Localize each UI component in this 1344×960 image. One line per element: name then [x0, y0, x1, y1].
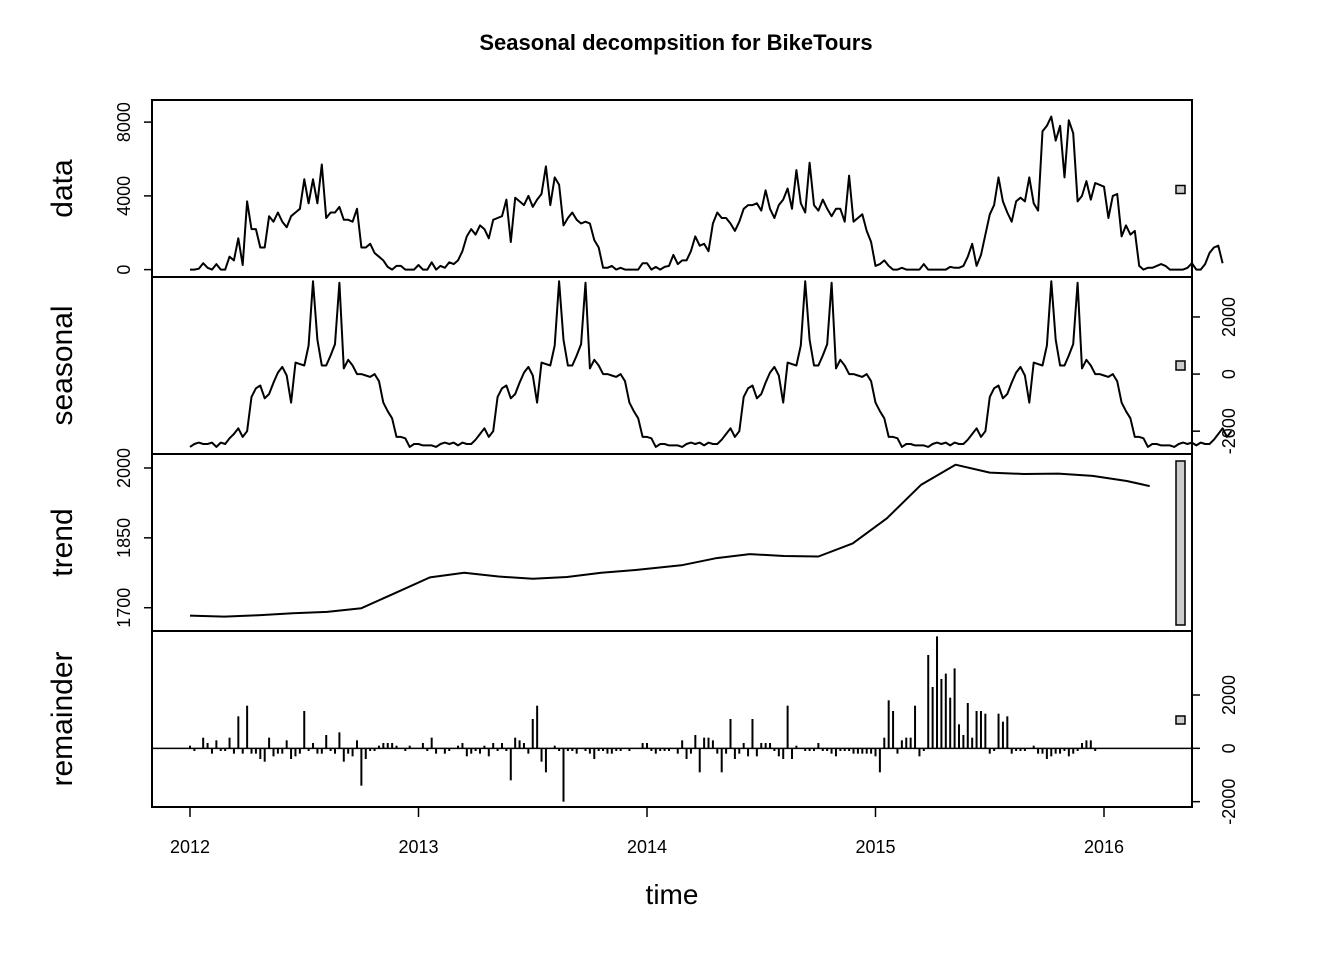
x-axis-label: time — [646, 879, 699, 910]
y-tick-label-data-1: 4000 — [114, 176, 134, 216]
series-line-seasonal — [189, 280, 1233, 448]
x-tick-label-3: 2015 — [855, 837, 895, 857]
y-tick-label-seasonal-0: -2000 — [1219, 408, 1239, 454]
panel-frame-trend — [151, 453, 1193, 632]
chart-title: Seasonal decompsition for BikeTours — [479, 30, 872, 55]
y-tick-label-remainder-2: 2000 — [1219, 675, 1239, 715]
panel-data: data 0 4000 8000 — [46, 99, 1224, 278]
y-tick-label-remainder-1: 0 — [1219, 743, 1239, 753]
panel-frame-seasonal — [151, 276, 1193, 455]
scale-bar-seasonal — [1175, 360, 1186, 371]
panel-label-trend: trend — [46, 508, 79, 576]
y-tick-label-data-2: 8000 — [114, 102, 134, 142]
panel-trend: trend 1700 1850 2000 — [46, 448, 1193, 632]
x-tick-label-2: 2014 — [627, 837, 667, 857]
x-tick-label-1: 2013 — [398, 837, 438, 857]
panel-remainder: remainder -2000 0 2000 — [46, 630, 1239, 825]
x-axis: 2012 2013 2014 2015 2016 — [170, 807, 1124, 857]
scale-bar-remainder — [1175, 715, 1186, 725]
x-tick-label-4: 2016 — [1084, 837, 1124, 857]
panel-frame-data — [151, 99, 1193, 278]
y-tick-label-trend-0: 1700 — [114, 588, 134, 628]
panel-label-data: data — [46, 159, 79, 218]
y-tick-label-data-0: 0 — [114, 265, 134, 275]
panel-frame-remainder — [151, 630, 1193, 808]
panel-label-remainder: remainder — [46, 651, 79, 786]
panels: data 0 4000 8000 seasonal -2000 0 2000 trend 1700… — [46, 99, 1239, 825]
panel-label-seasonal: seasonal — [46, 305, 79, 425]
y-tick-label-trend-1: 1850 — [114, 518, 134, 558]
x-tick-label-0: 2012 — [170, 837, 210, 857]
scale-bar-trend — [1175, 460, 1186, 626]
y-tick-label-remainder-0: -2000 — [1219, 779, 1239, 825]
series-line-trend — [189, 463, 1150, 618]
y-tick-label-seasonal-2: 2000 — [1219, 297, 1239, 337]
series-line-data — [190, 115, 1224, 271]
panel-seasonal: seasonal -2000 0 2000 — [46, 276, 1239, 455]
y-tick-label-trend-2: 2000 — [114, 448, 134, 488]
scale-bar-data — [1175, 184, 1186, 195]
y-tick-label-seasonal-1: 0 — [1219, 369, 1239, 379]
